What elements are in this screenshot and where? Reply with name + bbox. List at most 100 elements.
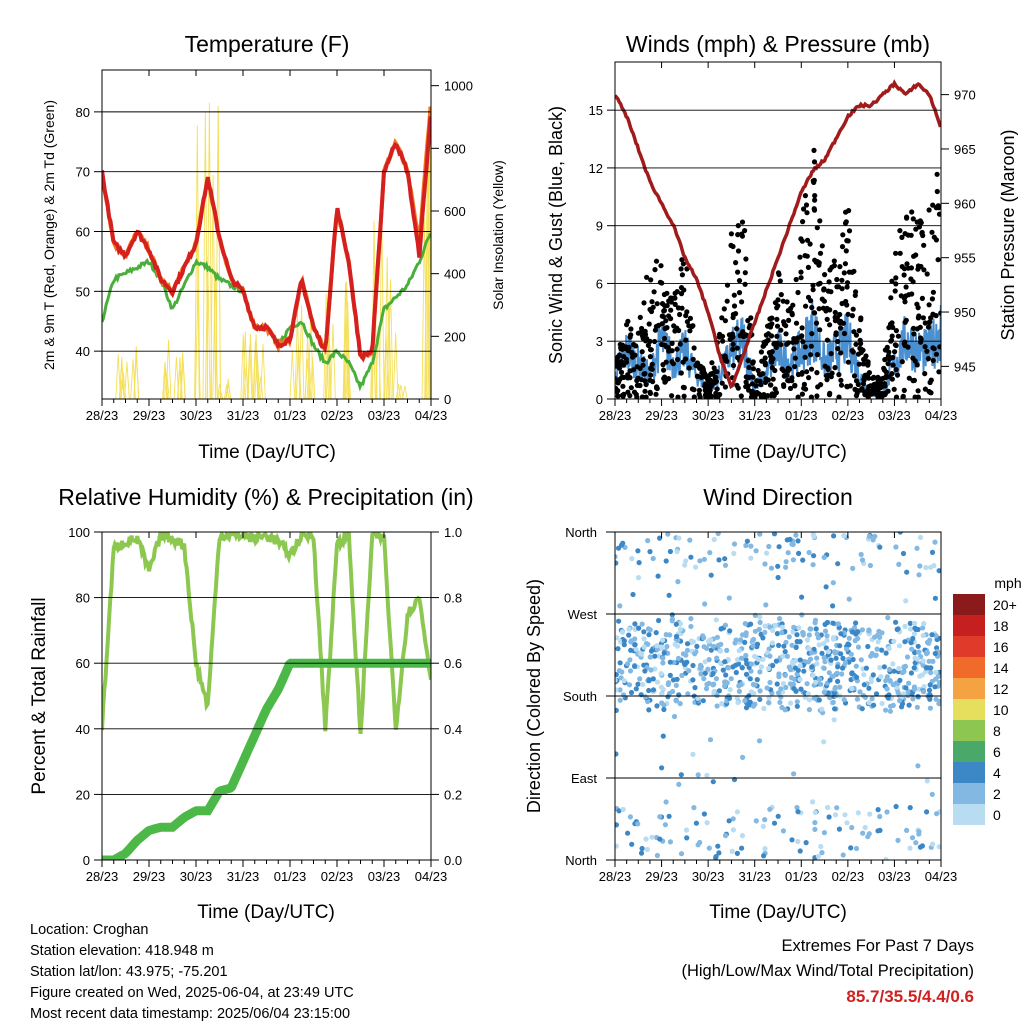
gust-point: [627, 393, 633, 399]
wind-direction-point: [706, 657, 712, 663]
gust-point: [708, 371, 714, 377]
wind-direction-point: [667, 548, 674, 555]
gust-point: [674, 346, 680, 352]
wind-direction-point: [684, 659, 690, 665]
wind-direction-point: [844, 646, 850, 652]
gust-point: [821, 287, 827, 293]
winds-y2-tick-label: 950: [954, 305, 976, 320]
gust-point: [729, 334, 735, 341]
gust-point: [863, 353, 869, 359]
gust-point: [836, 372, 842, 378]
gust-point: [814, 225, 820, 231]
wind-direction-point: [684, 835, 690, 841]
gust-point: [927, 389, 933, 395]
legend-label: 6: [993, 744, 1001, 760]
wind-direction-point: [890, 682, 896, 688]
wind-direction-point: [733, 637, 739, 643]
gust-point: [811, 310, 817, 316]
wind-direction-point: [842, 812, 848, 818]
wind-direction-point: [660, 660, 666, 666]
wind-direction-point: [648, 648, 655, 654]
winds-x-tick-label: 01/23: [785, 408, 818, 423]
gust-point: [922, 386, 929, 392]
legend-swatch: [953, 804, 985, 825]
gust-point: [930, 345, 936, 351]
wind-direction-point: [760, 635, 766, 641]
wind-direction-point: [713, 676, 720, 682]
wind-direction-point: [875, 828, 881, 834]
gust-point: [819, 296, 825, 302]
gust-point: [642, 328, 648, 334]
gust-point: [850, 306, 856, 312]
winds-y-tick-label: 0: [596, 392, 603, 407]
wind-direction-point: [904, 654, 911, 660]
gust-point: [845, 359, 852, 365]
wind-direction-point: [775, 690, 782, 696]
humidity-plot-area: 28/23 29/23 30/23 31/23 01/23 02/23 03/23 04/23…: [68, 525, 462, 884]
gust-point: [647, 389, 653, 395]
wind-direction-point: [790, 661, 796, 667]
wind-direction-point: [770, 662, 776, 669]
wind-direction-point: [690, 677, 696, 683]
wind-direction-point: [883, 707, 889, 713]
wind-direction-point: [722, 556, 728, 562]
gust-point: [687, 328, 693, 334]
wind-direction-point: [692, 651, 698, 657]
wind-direction-point: [627, 668, 634, 674]
wind-direction-point: [752, 682, 758, 688]
gust-point: [615, 376, 618, 382]
solar-trace: [223, 384, 230, 399]
wind-direction-point: [866, 700, 872, 706]
wind-direction-point: [627, 657, 633, 663]
wind-direction-point: [868, 679, 875, 685]
wind-direction-point: [821, 655, 827, 661]
wind-direction-point: [658, 644, 665, 650]
recent-timestamp: Most recent data timestamp: 2025/06/04 2…: [30, 1006, 351, 1022]
gust-point: [824, 377, 830, 383]
gust-point: [892, 288, 898, 294]
gust-point: [904, 261, 910, 267]
solar-trace: [246, 345, 253, 399]
wind-direction-point: [657, 836, 663, 842]
wind-direction-point: [884, 676, 890, 682]
gust-point: [818, 382, 824, 388]
wind-direction-point: [632, 621, 638, 627]
gust-point: [880, 375, 886, 381]
wind-direction-point: [676, 535, 682, 541]
gust-point: [938, 310, 941, 316]
gust-point: [814, 393, 820, 399]
gust-point: [824, 316, 830, 322]
wind-direction-point: [635, 575, 642, 581]
wind-direction-point: [883, 650, 889, 656]
wind-direction-point: [874, 646, 880, 652]
wind-direction-point: [834, 805, 840, 811]
wind-direction-point: [715, 532, 721, 537]
wind-direction-point: [904, 569, 910, 575]
gust-point: [862, 372, 868, 378]
gust-point: [674, 289, 680, 295]
gust-point: [679, 305, 685, 311]
gust-point: [719, 315, 725, 321]
gust-point: [910, 216, 916, 222]
wind-direction-point: [780, 828, 787, 834]
gust-point: [849, 348, 855, 354]
wind-direction-point: [893, 803, 899, 810]
gust-point: [623, 359, 630, 365]
wind-direction-point: [794, 671, 800, 677]
gust-point: [799, 325, 805, 331]
gust-point: [645, 342, 652, 348]
wind-direction-point: [636, 625, 642, 631]
legend-label: 18: [993, 618, 1009, 634]
gust-point: [846, 228, 853, 234]
wind-direction-point: [767, 679, 773, 686]
wind-direction-point: [821, 830, 828, 836]
wind-direction-point: [667, 659, 673, 665]
gust-point: [662, 342, 668, 348]
gust-point: [730, 311, 737, 318]
wind-direction-point: [912, 650, 918, 656]
wind-direction-point: [772, 622, 778, 629]
gust-point: [914, 362, 920, 368]
gust-point: [620, 383, 626, 389]
solar-trace: [325, 340, 332, 399]
gust-point: [730, 362, 737, 369]
